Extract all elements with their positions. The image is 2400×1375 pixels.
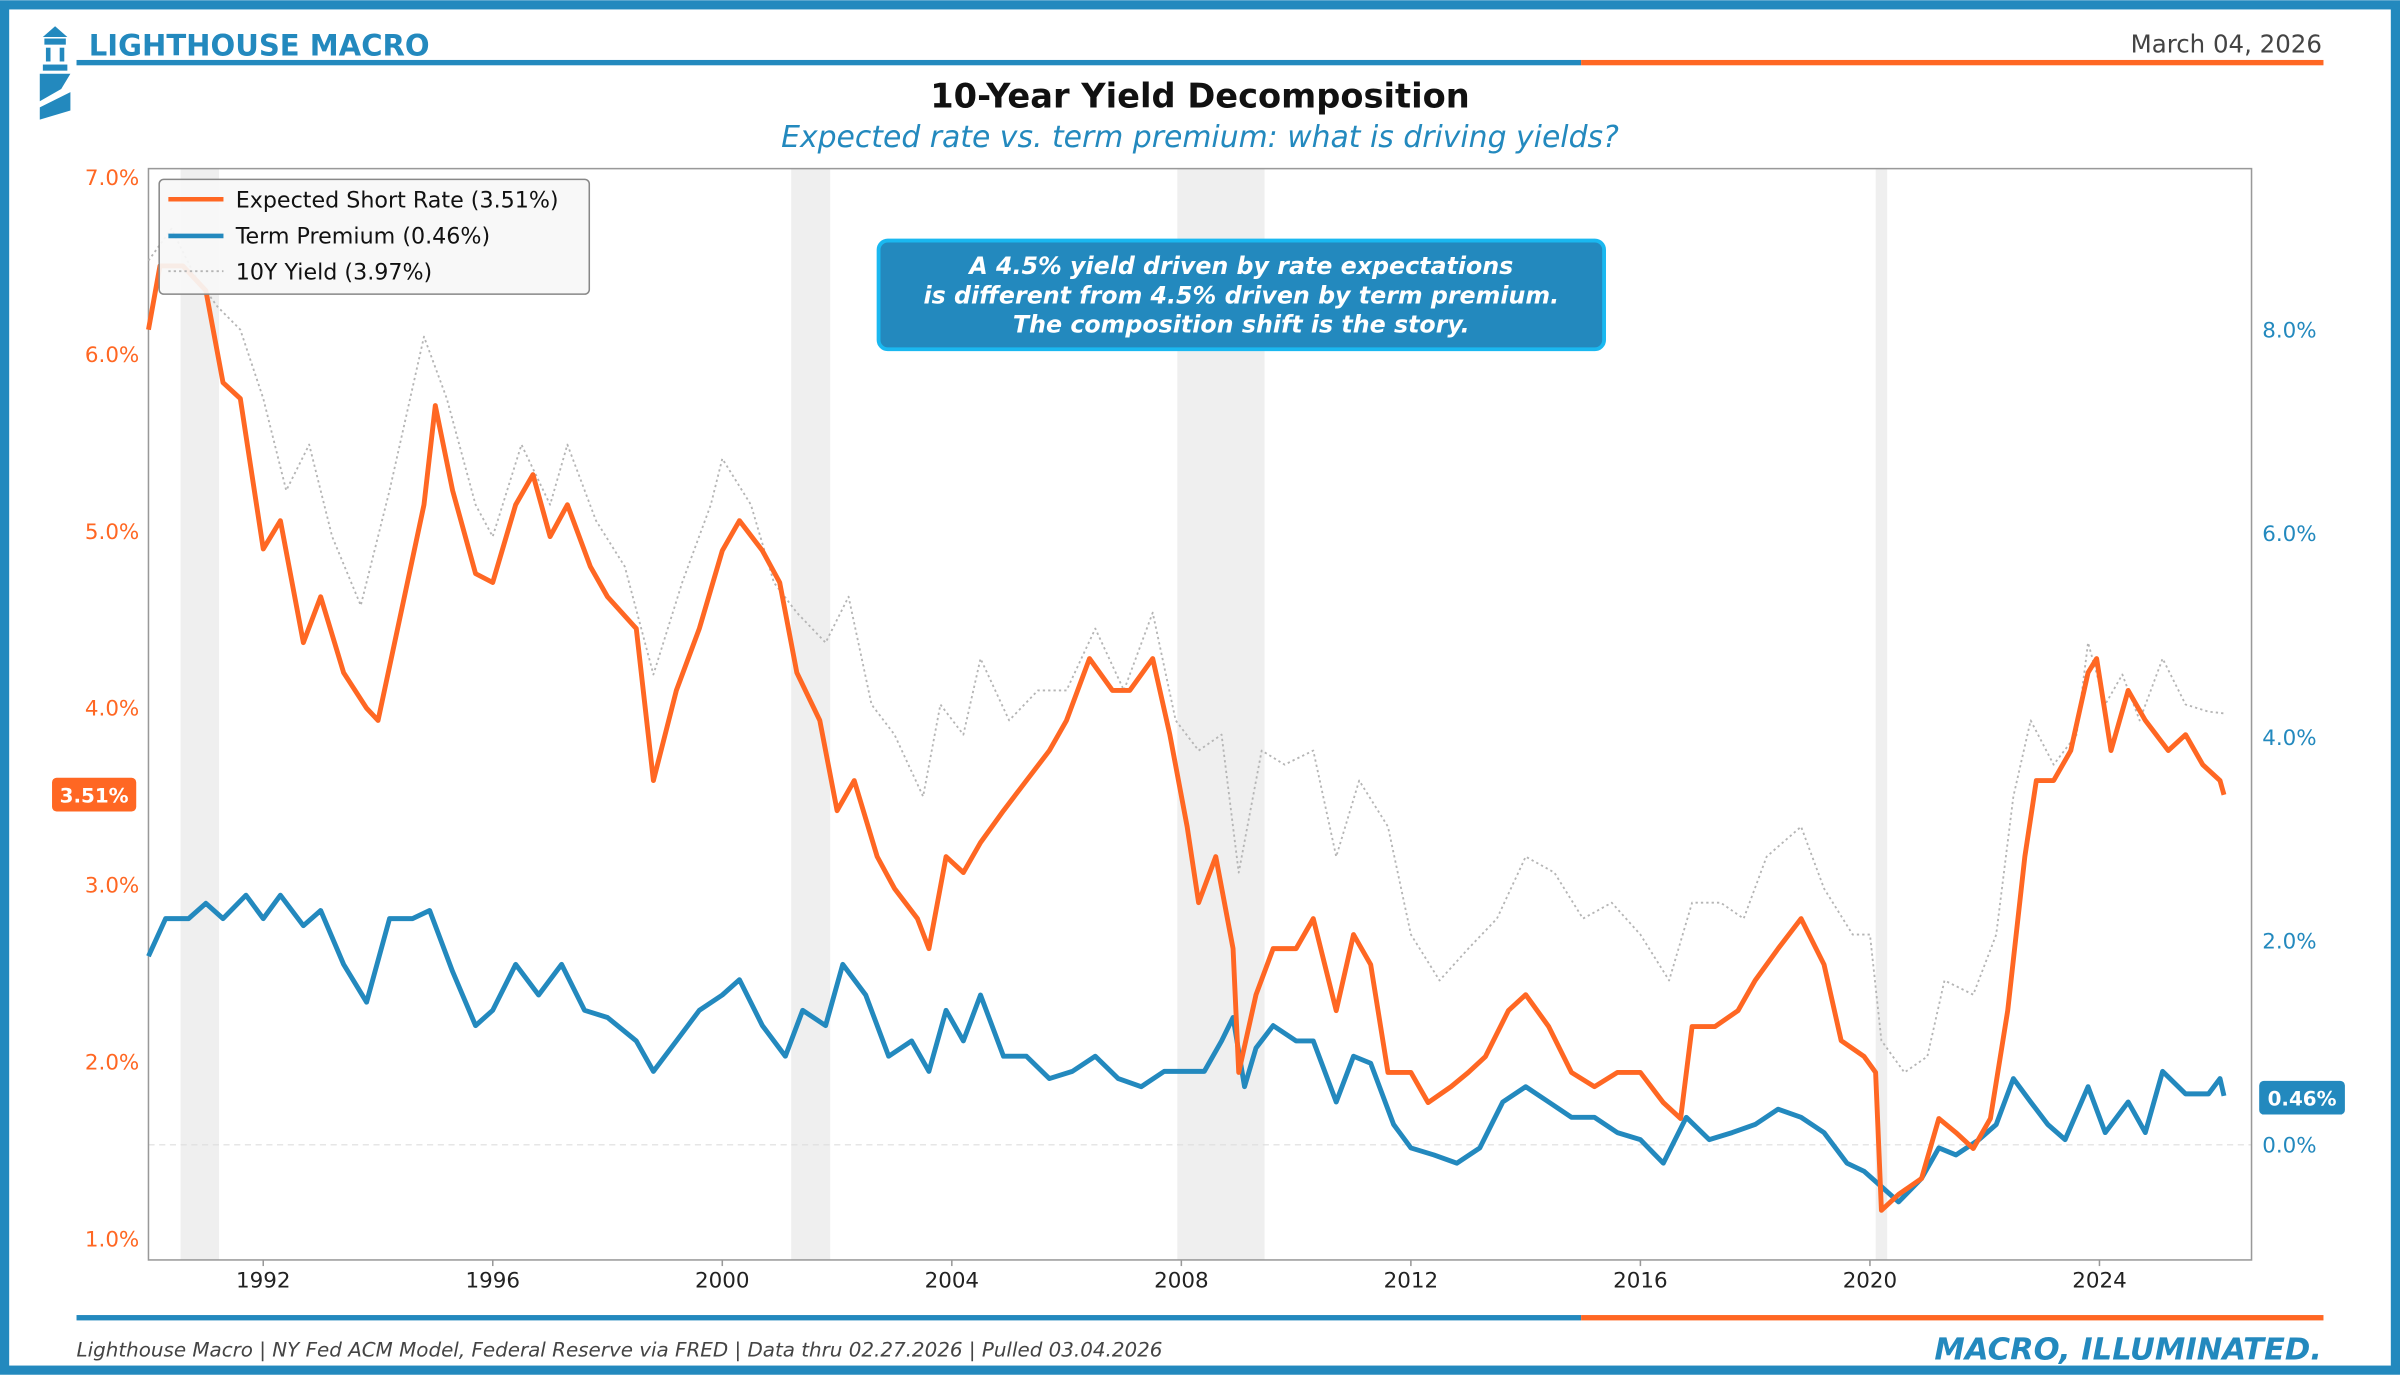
- x-axis-tick-label: 2016: [1613, 1269, 1667, 1294]
- annotation-line-3: The composition shift is the story.: [1013, 310, 1470, 338]
- right-axis-tick-label: 8.0%: [2262, 318, 2316, 343]
- left-axis-tick-label: 2.0%: [85, 1051, 139, 1076]
- legend: Expected Short Rate (3.51%) Term Premium…: [158, 178, 591, 295]
- x-axis-tick-label: 2008: [1154, 1269, 1208, 1294]
- series-line-expected-short-rate: [146, 263, 2227, 1213]
- footer-source: Lighthouse Macro | NY Fed ACM Model, Fed…: [77, 1338, 1163, 1361]
- recession-shade: [1875, 168, 1888, 1260]
- chart-title: 10-Year Yield Decomposition: [930, 76, 1469, 115]
- recession-shade: [180, 168, 220, 1260]
- right-axis-tick-label: 6.0%: [2262, 522, 2316, 547]
- report-date: March 04, 2026: [2131, 29, 2322, 58]
- plot-frame: [147, 167, 2253, 1261]
- annotation-line-1: A 4.5% yield driven by rate expectations: [967, 252, 1513, 280]
- x-axis-tick-label: 1992: [236, 1269, 290, 1294]
- legend-label-term-premium: Term Premium (0.46%): [235, 224, 490, 250]
- x-axis-tick-label: 2000: [695, 1269, 749, 1294]
- footer-rule-blue: [76, 1315, 1582, 1321]
- brand-name: LIGHTHOUSE MACRO: [89, 28, 430, 62]
- chart-subtitle: Expected rate vs. term premium: what is …: [781, 120, 1619, 155]
- x-axis-tick-label: 2020: [1843, 1269, 1897, 1294]
- lighthouse-logo-icon: [39, 26, 71, 120]
- right-axis-tick-label: 2.0%: [2262, 930, 2316, 955]
- footer-tagline: MACRO, ILLUMINATED.: [1934, 1332, 2322, 1367]
- recession-shade: [791, 168, 831, 1260]
- x-axis-tick-label: 2024: [2072, 1269, 2126, 1294]
- annotation-box: A 4.5% yield driven by rate expectations…: [876, 238, 1606, 352]
- badge-term-premium-value: 0.46%: [2268, 1087, 2337, 1110]
- x-axis-tick-label: 1996: [466, 1269, 520, 1294]
- header-rule-blue: [76, 59, 1582, 66]
- right-axis-tick-label: 4.0%: [2262, 726, 2316, 751]
- footer-rule-orange: [1581, 1315, 2324, 1321]
- x-axis-tick-label: 2012: [1384, 1269, 1438, 1294]
- left-axis-tick-label: 7.0%: [85, 166, 139, 191]
- left-axis-tick-label: 3.0%: [85, 874, 139, 899]
- annotation-line-2: is different from 4.5% driven by term pr…: [924, 281, 1560, 309]
- right-axis-tick-label: 0.0%: [2262, 1133, 2316, 1158]
- left-axis-tick-label: 6.0%: [85, 343, 139, 368]
- left-axis-tick-label: 1.0%: [85, 1227, 139, 1252]
- series-line-10y-yield: [147, 227, 2225, 1074]
- badge-term-premium: 0.46%: [2259, 1080, 2345, 1115]
- badge-expected-short-rate: 3.51%: [52, 777, 137, 812]
- legend-label-expected-short-rate: Expected Short Rate (3.51%): [236, 188, 559, 214]
- legend-label-10y-yield: 10Y Yield (3.97%): [236, 260, 433, 286]
- x-axis-tick-label: 2004: [925, 1269, 979, 1294]
- header-rule-orange: [1581, 59, 2324, 66]
- badge-expected-short-rate-value: 3.51%: [60, 784, 129, 807]
- left-axis-tick-label: 4.0%: [85, 697, 139, 722]
- left-axis-tick-label: 5.0%: [85, 520, 139, 545]
